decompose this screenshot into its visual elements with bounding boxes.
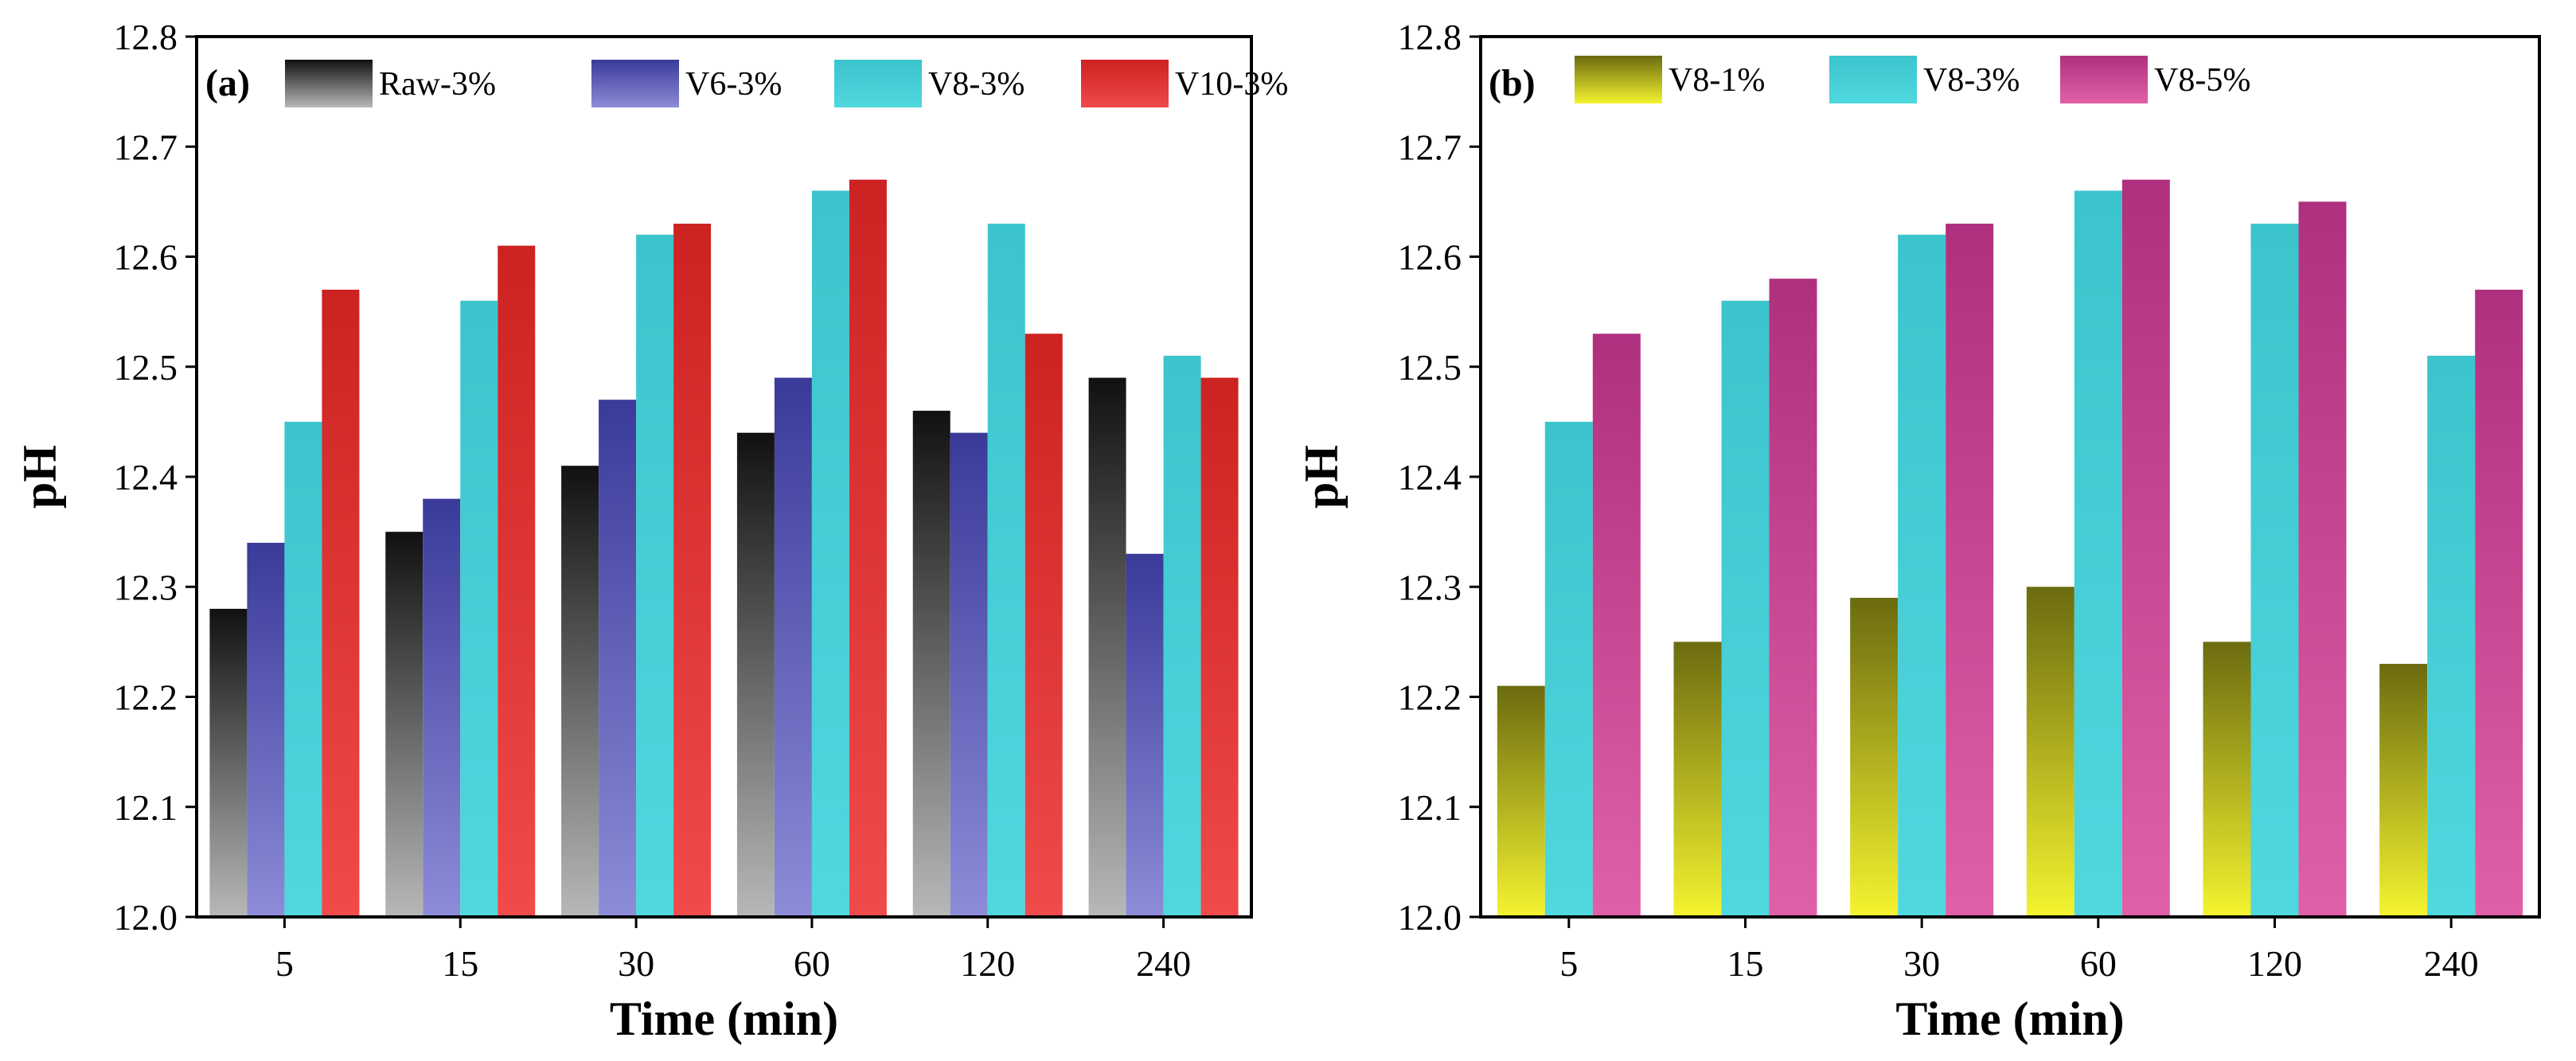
- bar-v8-5pct-240: [2475, 289, 2523, 918]
- bar-v6-3pct-60: [774, 377, 812, 917]
- bar-v8-5pct-5: [1592, 334, 1641, 917]
- y-axis-title: pH: [14, 445, 66, 509]
- bar-v6-3pct-240: [1126, 553, 1164, 917]
- legend-label-v10-3pct: V10-3%: [1175, 66, 1288, 103]
- bar-v8-5pct-60: [2121, 179, 2170, 918]
- y-tick-label: 12.1: [1398, 787, 1462, 828]
- legend-swatch-v8-3pct: [834, 60, 922, 107]
- bar-v6-3pct-15: [423, 498, 461, 917]
- bar-v8-1pct-15: [1673, 642, 1722, 917]
- bar-v8-3pct-5: [284, 421, 322, 917]
- bar-v6-3pct-120: [950, 432, 988, 917]
- y-tick-label: 12.5: [1398, 347, 1462, 388]
- legend-label-v8-3pct: V8-3%: [928, 66, 1025, 103]
- bar-v8-1pct-5: [1497, 685, 1545, 917]
- bar-v8-1pct-240: [2379, 664, 2428, 917]
- y-tick-label: 12.0: [114, 897, 178, 938]
- bar-v8-5pct-30: [1946, 224, 1994, 917]
- bar-v8-3pct-15: [460, 300, 498, 917]
- chart-panel-b: 5 15 30 60 120 240 12.0 12.1 12.2 12.3 12.4 12.5 12.…: [1295, 17, 2541, 1045]
- bar-v10-3pct-30: [673, 224, 712, 917]
- bar-raw-3pct-30: [561, 466, 599, 917]
- bar-v10-3pct-15: [498, 245, 536, 917]
- x-tick-label: 240: [1136, 943, 1191, 984]
- x-tick-label: 30: [1903, 943, 1940, 984]
- bar-v8-3pct-60: [2074, 190, 2122, 918]
- y-tick-label: 12.0: [1398, 897, 1462, 938]
- x-tick-label: 60: [794, 943, 830, 984]
- legend-swatch-raw-3pct: [285, 60, 373, 107]
- legend-label-raw-3pct: Raw-3%: [379, 66, 496, 103]
- panel-label: (a): [205, 62, 250, 104]
- bar-raw-3pct-120: [912, 411, 950, 917]
- bar-v8-3pct-30: [636, 234, 674, 918]
- y-tick-label: 12.4: [114, 457, 178, 497]
- x-axis-title: Time (min): [610, 993, 838, 1045]
- panel-label: (b): [1489, 62, 1536, 104]
- y-tick-label: 12.5: [114, 347, 178, 388]
- bar-raw-3pct-15: [385, 532, 423, 917]
- legend-label-v8-5pct: V8-5%: [2154, 62, 2250, 99]
- legend-swatch-v10-3pct: [1081, 60, 1169, 107]
- bar-v6-3pct-5: [247, 542, 285, 917]
- x-tick-label: 5: [275, 943, 294, 984]
- bar-v8-1pct-30: [1850, 598, 1899, 917]
- x-tick-label: 30: [618, 943, 654, 984]
- legend-swatch-v8-1pct: [1575, 56, 1662, 103]
- y-tick-label: 12.3: [114, 567, 178, 607]
- legend-label-v8-1pct: V8-1%: [1669, 62, 1765, 99]
- bar-v8-3pct-15: [1721, 300, 1770, 917]
- y-tick-label: 12.8: [114, 17, 178, 57]
- x-axis-title: Time (min): [1895, 993, 2124, 1045]
- bar-v8-5pct-120: [2298, 201, 2347, 917]
- y-tick-label: 12.2: [1398, 677, 1462, 718]
- y-tick-label: 12.8: [1398, 17, 1462, 57]
- y-axis-title: pH: [1295, 445, 1348, 509]
- bar-v8-3pct-60: [811, 190, 849, 918]
- legend-swatch-v6-3pct: [591, 60, 679, 107]
- y-tick-label: 12.4: [1398, 457, 1462, 497]
- x-tick-label: 120: [2247, 943, 2302, 984]
- bar-v10-3pct-60: [849, 179, 887, 918]
- bar-raw-3pct-5: [209, 608, 248, 917]
- bar-v10-3pct-5: [322, 289, 360, 918]
- x-tick-label: 120: [960, 943, 1015, 984]
- bar-v10-3pct-240: [1200, 377, 1239, 917]
- bar-v8-1pct-120: [2203, 642, 2251, 917]
- x-tick-label: 60: [2080, 943, 2117, 984]
- legend-swatch-v8-5pct: [2060, 56, 2148, 103]
- bar-v10-3pct-120: [1025, 334, 1063, 917]
- bar-v8-3pct-240: [2427, 355, 2476, 917]
- y-tick-label: 12.2: [114, 677, 178, 718]
- bar-v8-1pct-60: [2026, 587, 2074, 917]
- legend-label-v8-3pct: V8-3%: [1923, 62, 2020, 99]
- x-tick-label: 240: [2424, 943, 2479, 984]
- bar-v8-3pct-240: [1163, 355, 1201, 917]
- bar-v8-3pct-30: [1898, 234, 1946, 918]
- x-tick-label: 15: [442, 943, 478, 984]
- y-tick-label: 12.6: [1398, 237, 1462, 278]
- bar-v8-3pct-120: [2250, 224, 2299, 917]
- legend-label-v6-3pct: V6-3%: [685, 66, 782, 103]
- x-tick-label: 15: [1727, 943, 1764, 984]
- y-tick-label: 12.6: [114, 237, 178, 278]
- bar-raw-3pct-240: [1088, 377, 1126, 917]
- bar-v8-3pct-5: [1544, 421, 1593, 917]
- legend-swatch-v8-3pct: [1829, 56, 1917, 103]
- chart-panel-a: 5 15 30 60 120 240 12.0 12.1 12.2 12.3 12.4 12.5 12.…: [14, 17, 1288, 1045]
- bar-raw-3pct-60: [736, 432, 775, 917]
- bar-v8-5pct-15: [1769, 279, 1817, 917]
- y-tick-label: 12.1: [114, 787, 178, 828]
- bar-v8-3pct-120: [987, 224, 1025, 917]
- y-tick-label: 12.3: [1398, 567, 1462, 607]
- x-tick-label: 5: [1559, 943, 1578, 984]
- y-tick-label: 12.7: [114, 127, 178, 167]
- y-tick-label: 12.7: [1398, 127, 1462, 167]
- bar-v6-3pct-30: [599, 400, 637, 918]
